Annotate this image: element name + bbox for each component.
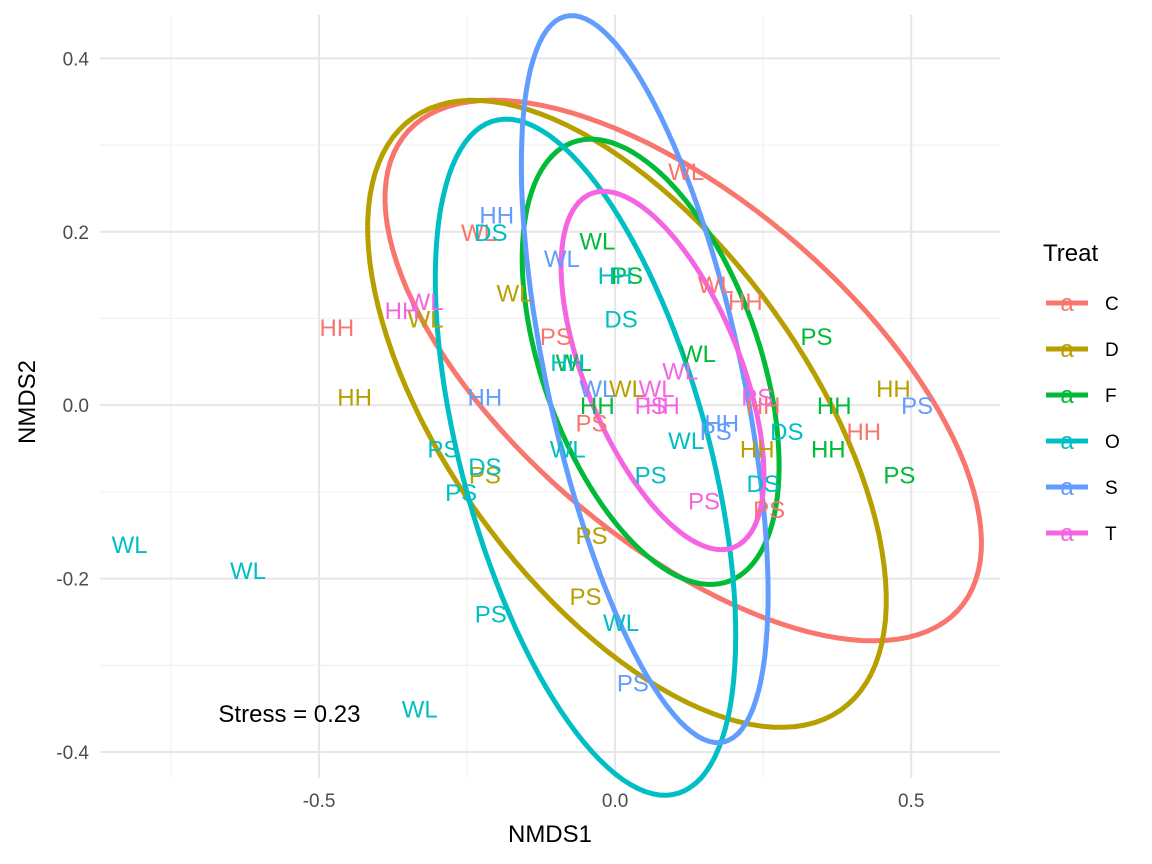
- point-label-F: PS: [611, 263, 643, 290]
- point-label-S: HH: [704, 411, 739, 438]
- point-label-F: WL: [680, 341, 716, 368]
- point-label-F: WL: [579, 228, 615, 255]
- y-tick-label: 0.0: [63, 396, 89, 417]
- x-tick-label: 0.0: [602, 791, 628, 812]
- point-label-C: PS: [540, 324, 572, 351]
- point-label-S: PS: [901, 393, 933, 420]
- legend-key-glyph: a: [1060, 290, 1074, 317]
- ellipse-D: [365, 97, 889, 730]
- x-tick-label: 0.5: [898, 791, 924, 812]
- point-label-D: WL: [408, 306, 444, 333]
- point-label-D: HH: [337, 385, 372, 412]
- point-label-C: PS: [753, 497, 785, 524]
- y-tick-label: -0.2: [56, 570, 89, 591]
- point-label-O: WL: [112, 532, 148, 559]
- y-tick-label: 0.2: [63, 223, 89, 244]
- point-label-T: HH: [645, 393, 680, 420]
- point-label-F: WL: [556, 350, 592, 377]
- legend-label: D: [1105, 340, 1119, 361]
- point-label-O: HH: [598, 263, 633, 290]
- point-label-T: WL: [639, 376, 675, 403]
- point-label-O: DS: [604, 306, 637, 333]
- legend-label: S: [1105, 478, 1118, 499]
- point-label-S: HH: [479, 202, 514, 229]
- point-label-C: HH: [846, 419, 881, 446]
- point-label-C: HH: [320, 315, 355, 342]
- ellipse-T: [558, 188, 767, 553]
- point-label-S: HH: [468, 385, 503, 412]
- point-label-O: PS: [475, 601, 507, 628]
- point-label-O: DS: [468, 454, 501, 481]
- point-label-O: DS: [770, 419, 803, 446]
- point-label-O: PS: [445, 480, 477, 507]
- ellipse-O: [432, 116, 739, 798]
- point-label-T: WL: [662, 358, 698, 385]
- point-label-D: PS: [575, 523, 607, 550]
- ellipse-C: [382, 97, 984, 644]
- point-label-S: PS: [700, 419, 732, 446]
- legend-key-glyph: a: [1060, 428, 1074, 455]
- y-tick-label: -0.4: [56, 743, 89, 764]
- point-label-O: WL: [668, 428, 704, 455]
- point-label-D: PS: [570, 584, 602, 611]
- point-label-F: PS: [883, 463, 915, 490]
- legend-key-glyph: a: [1060, 474, 1074, 501]
- point-label-S: PS: [617, 671, 649, 698]
- point-label-O: DS: [746, 471, 779, 498]
- point-label-C: HH: [728, 289, 763, 316]
- point-label-C: WL: [461, 220, 497, 247]
- legend-label: F: [1105, 386, 1117, 407]
- point-label-O: DS: [474, 220, 507, 247]
- point-label-D: PS: [469, 463, 501, 490]
- y-tick-label: 0.4: [63, 49, 90, 70]
- point-label-O: WL: [402, 697, 438, 724]
- point-label-C: WL: [698, 272, 734, 299]
- ellipse-F: [519, 136, 782, 587]
- point-label-F: HH: [817, 393, 852, 420]
- axis-ticks: -0.5 0.0 0.5 -0.4 -0.2 0.0 0.2 0.4: [56, 49, 924, 812]
- legend-key-glyph: a: [1060, 520, 1074, 547]
- legend-key-glyph: a: [1060, 336, 1074, 363]
- point-label-O: HH: [550, 350, 585, 377]
- legend-label: O: [1105, 432, 1120, 453]
- point-label-D: WL: [609, 376, 645, 403]
- x-axis-title: NMDS1: [508, 821, 592, 848]
- point-label-T: PS: [688, 489, 720, 516]
- stress-annotation: Stress = 0.23: [218, 701, 360, 728]
- point-label-C: WL: [668, 159, 704, 186]
- point-label-T: HH: [385, 298, 420, 325]
- ellipse-S: [518, 13, 771, 746]
- point-label-D: WL: [496, 280, 532, 307]
- legend: Treat a Ca Da Fa Oa Sa T: [1043, 240, 1120, 547]
- point-label-D: HH: [876, 376, 911, 403]
- point-label-C: HH: [746, 393, 781, 420]
- point-label-D: HH: [740, 437, 775, 464]
- point-label-O: WL: [230, 558, 266, 585]
- legend-label: C: [1105, 294, 1119, 315]
- legend-title: Treat: [1043, 240, 1098, 267]
- point-label-S: WL: [544, 246, 580, 273]
- point-label-F: PS: [800, 324, 832, 351]
- point-label-F: HH: [811, 437, 846, 464]
- confidence-ellipses: [365, 13, 984, 798]
- point-label-O: WL: [550, 437, 586, 464]
- legend-label: T: [1105, 524, 1117, 545]
- point-label-S: WL: [579, 376, 615, 403]
- point-label-T: PS: [741, 385, 773, 412]
- legend-key-glyph: a: [1060, 382, 1074, 409]
- y-axis-title: NMDS2: [14, 360, 41, 444]
- point-label-C: PS: [575, 411, 607, 438]
- point-label-O: PS: [635, 463, 667, 490]
- point-label-O: WL: [603, 610, 639, 637]
- point-label-T: WL: [408, 289, 444, 316]
- point-label-T: PS: [635, 393, 667, 420]
- point-label-F: HH: [580, 393, 615, 420]
- x-tick-label: -0.5: [303, 791, 336, 812]
- point-label-O: PS: [427, 437, 459, 464]
